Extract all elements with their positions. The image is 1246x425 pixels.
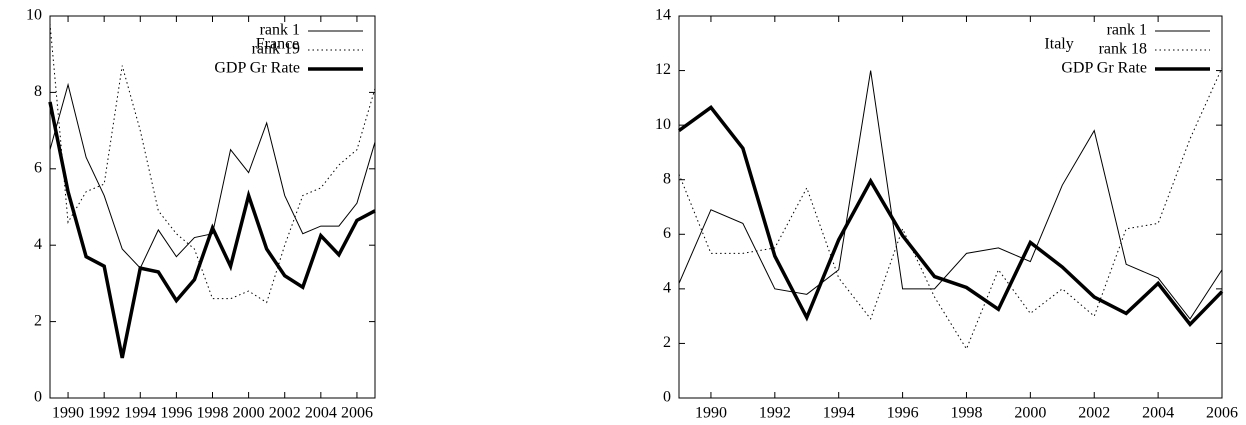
x-tick-label: 2002 [269, 405, 301, 422]
x-tick-label: 1998 [950, 405, 982, 422]
x-tick-label: 1990 [52, 405, 84, 422]
legend-label: GDP Gr Rate [1061, 60, 1147, 77]
legend-label: GDP Gr Rate [214, 60, 300, 77]
series-line [677, 104, 1224, 327]
x-tick-label: 2006 [341, 405, 373, 422]
y-tick-label: 0 [663, 389, 671, 406]
x-tick-label: 1998 [197, 405, 229, 422]
series-line [678, 70, 1223, 320]
y-tick-label: 2 [34, 312, 42, 329]
y-tick-label: 12 [655, 61, 671, 78]
series-line [49, 82, 376, 269]
x-tick-label: 2000 [233, 405, 265, 422]
x-tick-label: 1996 [160, 405, 192, 422]
y-tick-label: 2 [663, 334, 671, 351]
chart-title: France [256, 36, 300, 53]
y-tick-label: 14 [655, 7, 671, 24]
x-tick-label: 1992 [88, 405, 120, 422]
y-tick-label: 8 [34, 83, 42, 100]
y-tick-label: 10 [655, 116, 671, 133]
y-tick-label: 8 [663, 170, 671, 187]
legend-label: rank 18 [1099, 41, 1147, 58]
y-tick-label: 4 [34, 236, 42, 253]
y-tick-label: 10 [26, 7, 42, 24]
x-tick-label: 1994 [823, 405, 855, 422]
x-tick-label: 1992 [759, 405, 791, 422]
legend-label: rank 1 [1107, 22, 1147, 39]
legend-label: rank 19 [252, 41, 300, 58]
y-tick-label: 6 [34, 159, 42, 176]
y-tick-label: 4 [663, 280, 671, 297]
x-tick-label: 2002 [1078, 405, 1110, 422]
y-tick-label: 6 [663, 225, 671, 242]
chart-title: Italy [1044, 36, 1073, 53]
x-tick-label: 2004 [1142, 405, 1174, 422]
x-tick-label: 2000 [1014, 405, 1046, 422]
legend-label: rank 1 [260, 22, 300, 39]
series-line [678, 67, 1223, 350]
x-tick-label: 1994 [124, 405, 156, 422]
x-tick-label: 1996 [887, 405, 919, 422]
x-tick-label: 2004 [305, 405, 337, 422]
series-line [49, 23, 376, 304]
plot-frame [678, 15, 1223, 399]
y-tick-label: 0 [34, 389, 42, 406]
x-tick-label: 1990 [695, 405, 727, 422]
x-tick-label: 2006 [1206, 405, 1238, 422]
series-line [48, 101, 376, 359]
plot-frame [49, 15, 376, 399]
